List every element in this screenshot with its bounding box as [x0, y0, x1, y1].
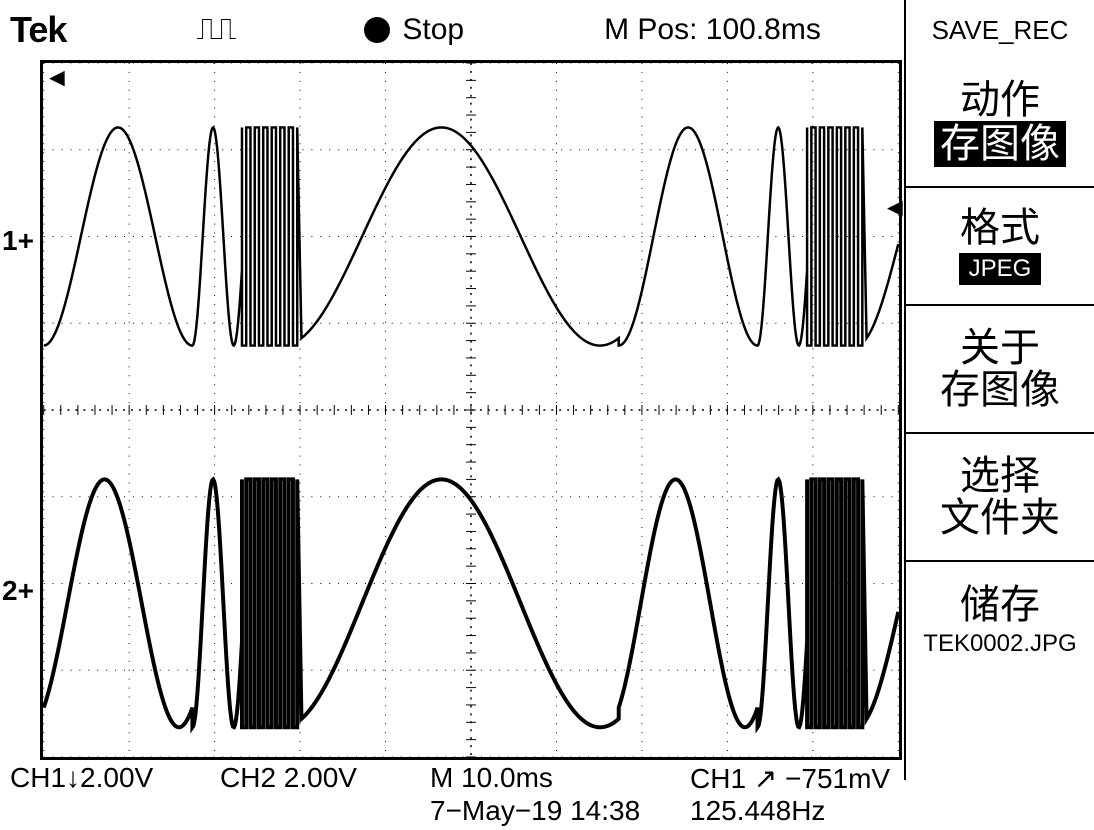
stop-icon: [364, 17, 390, 43]
waveform-display: [40, 60, 902, 760]
menu-about-label: 关于: [960, 327, 1040, 369]
menu-format[interactable]: 格式 JPEG: [906, 188, 1094, 306]
acquisition-state-label: Stop: [402, 13, 464, 47]
side-menu: SAVE_REC 动作 存图像 格式 JPEG 关于 存图像 选择 文件夹 储存…: [904, 0, 1094, 780]
menu-format-label: 格式: [960, 207, 1040, 249]
ch1-baseline-marker: 1+: [2, 225, 34, 257]
readout-timebase: M 10.0ms: [430, 762, 690, 795]
menu-action-value: 存图像: [934, 121, 1066, 167]
menu-select-label1: 选择: [960, 455, 1040, 497]
m-position-readout: M Pos: 100.8ms: [604, 13, 821, 47]
readout-frequency: 125.448Hz: [690, 795, 940, 827]
menu-save-filename: TEK0002.JPG: [923, 630, 1076, 658]
menu-save[interactable]: 储存 TEK0002.JPG: [906, 562, 1094, 680]
menu-select-label2: 文件夹: [940, 497, 1060, 539]
readout-datetime: 7−May−19 14:38: [430, 795, 690, 827]
readout-ch2: CH2 2.00V: [220, 762, 430, 795]
acquisition-state: Stop: [364, 13, 464, 47]
menu-action[interactable]: 动作 存图像: [906, 60, 1094, 188]
readout-trigger: CH1 ↗ −751mV: [690, 762, 940, 795]
menu-select-folder[interactable]: 选择 文件夹: [906, 434, 1094, 562]
menu-action-label: 动作: [960, 79, 1040, 121]
waveform-svg: [43, 63, 899, 757]
brand-logo: Tek: [10, 9, 66, 51]
menu-title: SAVE_REC: [906, 0, 1094, 60]
menu-about[interactable]: 关于 存图像: [906, 306, 1094, 434]
readout-bar: CH1↓2.00V CH2 2.00V M 10.0ms CH1 ↗ −751m…: [0, 760, 1094, 830]
menu-format-value: JPEG: [959, 253, 1042, 285]
trigger-position-icon: ⎍⎍: [196, 13, 234, 47]
menu-about-value: 存图像: [940, 369, 1060, 411]
ch2-baseline-marker: 2+: [2, 575, 34, 607]
menu-save-label: 储存: [960, 584, 1040, 626]
readout-ch1: CH1↓2.00V: [10, 762, 220, 795]
